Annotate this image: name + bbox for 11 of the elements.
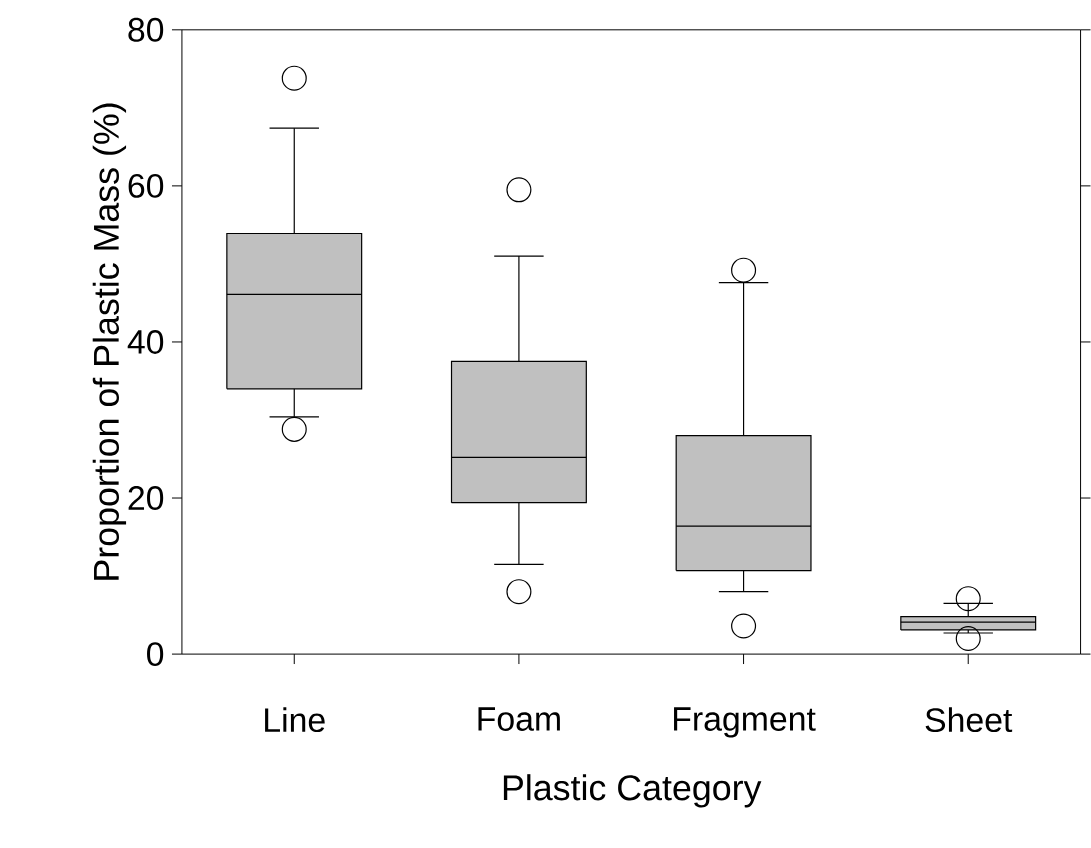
y-tick-label: 80 xyxy=(128,17,164,42)
x-tick-label: Fragment xyxy=(674,707,816,738)
y-tick-label: 20 xyxy=(128,486,164,511)
x-tick-label: Line xyxy=(265,707,325,733)
y-tick-label: 60 xyxy=(128,173,164,198)
y-tick-label: 0 xyxy=(147,642,164,667)
y-tick-label: 40 xyxy=(127,330,164,354)
y-axis-title: Proportion of Plastic Mass (%) xyxy=(92,103,127,580)
x-axis-title: Plastic Category xyxy=(503,774,762,808)
x-tick-label: Sheet xyxy=(925,707,1013,733)
x-tick-label: Foam xyxy=(478,707,560,731)
